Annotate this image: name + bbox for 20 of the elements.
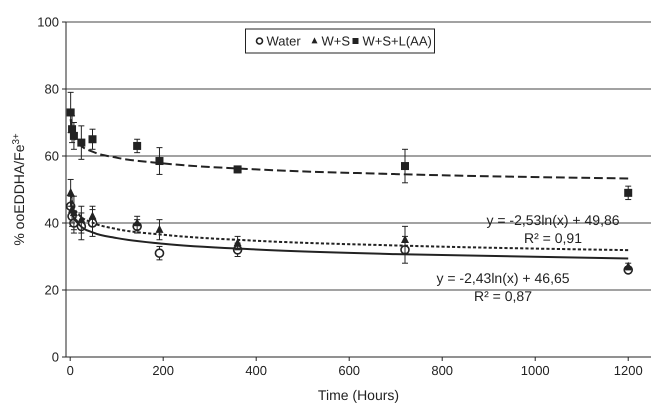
legend-label: Water bbox=[266, 34, 302, 49]
x-tick-label: 1200 bbox=[614, 363, 643, 378]
x-tick-label: 200 bbox=[152, 363, 174, 378]
y-tick-label: 60 bbox=[44, 148, 59, 164]
x-tick-label: 400 bbox=[245, 363, 268, 378]
y-tick-label: 40 bbox=[44, 216, 59, 231]
annotation: y = -2,43ln(x) + 46,65 bbox=[436, 270, 570, 286]
y-tick-label: 100 bbox=[37, 14, 59, 30]
y-tick-label: 80 bbox=[44, 82, 59, 97]
x-tick-label: 600 bbox=[338, 363, 360, 378]
annotation: R² = 0,91 bbox=[524, 230, 582, 246]
annotation: R² = 0,87 bbox=[474, 288, 532, 304]
y-tick-label: 20 bbox=[44, 282, 59, 298]
y-tick-label: 0 bbox=[52, 350, 59, 365]
x-tick-label: 800 bbox=[431, 363, 454, 378]
x-tick-label: 0 bbox=[66, 363, 74, 378]
x-axis-title: Time (Hours) bbox=[318, 387, 400, 403]
x-tick-label: 1000 bbox=[520, 363, 550, 378]
legend-label: W+S+L(AA) bbox=[362, 34, 432, 49]
legend-label: W+S bbox=[322, 34, 350, 49]
